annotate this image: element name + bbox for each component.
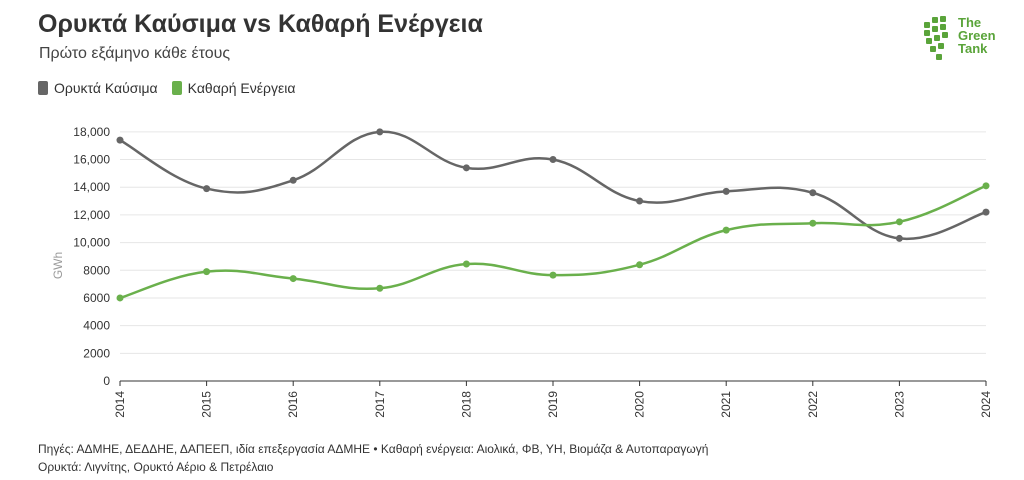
x-tick-label: 2019 <box>546 391 560 418</box>
data-point-clean <box>809 219 817 227</box>
logo-line-3: Tank <box>958 41 988 56</box>
data-point-fossil <box>722 187 730 195</box>
data-point-fossil <box>982 208 990 216</box>
green-tank-logo-icon <box>924 16 948 60</box>
data-point-fossil <box>636 197 644 205</box>
legend-item-fossil[interactable]: Ορυκτά Καύσιμα <box>38 80 158 96</box>
data-point-clean <box>203 268 211 276</box>
data-point-fossil <box>376 128 384 136</box>
data-point-clean <box>462 260 470 268</box>
footer: Πηγές: ΑΔΜΗΕ, ΔΕΔΔΗΕ, ΔΑΠΕΕΠ, ιδία επεξε… <box>38 440 708 476</box>
data-point-fossil <box>289 176 297 184</box>
y-tick-label: 16,000 <box>73 153 110 167</box>
x-tick-label: 2014 <box>113 391 127 418</box>
data-point-clean <box>636 261 644 269</box>
legend-label-clean: Καθαρή Ενέργεια <box>187 80 296 96</box>
y-tick-label: 12,000 <box>73 208 110 222</box>
series-line-fossil <box>119 130 987 241</box>
y-tick-label: 14,000 <box>73 180 110 194</box>
y-tick-label: 0 <box>103 374 110 388</box>
data-point-fossil <box>895 234 903 242</box>
data-point-clean <box>289 275 297 283</box>
data-point-clean <box>982 182 990 190</box>
x-tick-label: 2020 <box>633 391 647 418</box>
x-tick-label: 2016 <box>286 391 300 418</box>
y-tick-label: 4000 <box>83 319 110 333</box>
x-tick-label: 2022 <box>806 391 820 418</box>
legend-swatch-clean <box>171 81 182 95</box>
logo-text: The Green Tank <box>958 16 996 55</box>
y-tick-label: 18,000 <box>73 125 110 139</box>
legend-swatch-fossil <box>38 81 48 95</box>
data-point-fossil <box>549 156 557 164</box>
x-tick-label: 2018 <box>459 391 473 418</box>
data-point-clean <box>116 294 124 302</box>
footer-note: Ορυκτά: Λιγνίτης, Ορυκτό Αέριο & Πετρέλα… <box>38 460 274 474</box>
x-tick-label: 2015 <box>200 391 214 418</box>
data-point-fossil <box>462 164 470 172</box>
y-tick-label: 10,000 <box>73 236 110 250</box>
data-point-clean <box>549 271 557 279</box>
x-tick-label: 2023 <box>892 391 906 418</box>
legend-item-clean[interactable]: Καθαρή Ενέργεια <box>171 80 296 96</box>
chart-title: Ορυκτά Καύσιμα vs Καθαρή Ενέργεια <box>38 10 483 38</box>
legend: Ορυκτά Καύσιμα Καθαρή Ενέργεια <box>38 80 295 96</box>
logo-line-1: The <box>958 15 982 30</box>
series-line-clean <box>119 184 987 300</box>
y-tick-label: 8000 <box>83 263 110 277</box>
legend-label-fossil: Ορυκτά Καύσιμα <box>54 80 158 96</box>
y-tick-label: 2000 <box>83 346 110 360</box>
data-point-clean <box>376 284 384 292</box>
data-point-fossil <box>203 185 211 193</box>
y-axis-title: GWh <box>51 252 65 279</box>
data-point-fossil <box>116 136 124 144</box>
y-tick-label: 6000 <box>83 291 110 305</box>
logo-line-2: Green <box>958 28 996 43</box>
data-point-clean <box>722 226 730 234</box>
data-point-clean <box>895 218 903 226</box>
x-tick-label: 2017 <box>373 391 387 418</box>
chart-subtitle: Πρώτο εξάμηνο κάθε έτους <box>39 45 231 62</box>
x-tick-label: 2021 <box>719 391 733 418</box>
x-tick-label: 2024 <box>979 391 993 418</box>
footer-sources: Πηγές: ΑΔΜΗΕ, ΔΕΔΔΗΕ, ΔΑΠΕΕΠ, ιδία επεξε… <box>38 442 709 456</box>
data-point-fossil <box>809 189 817 197</box>
